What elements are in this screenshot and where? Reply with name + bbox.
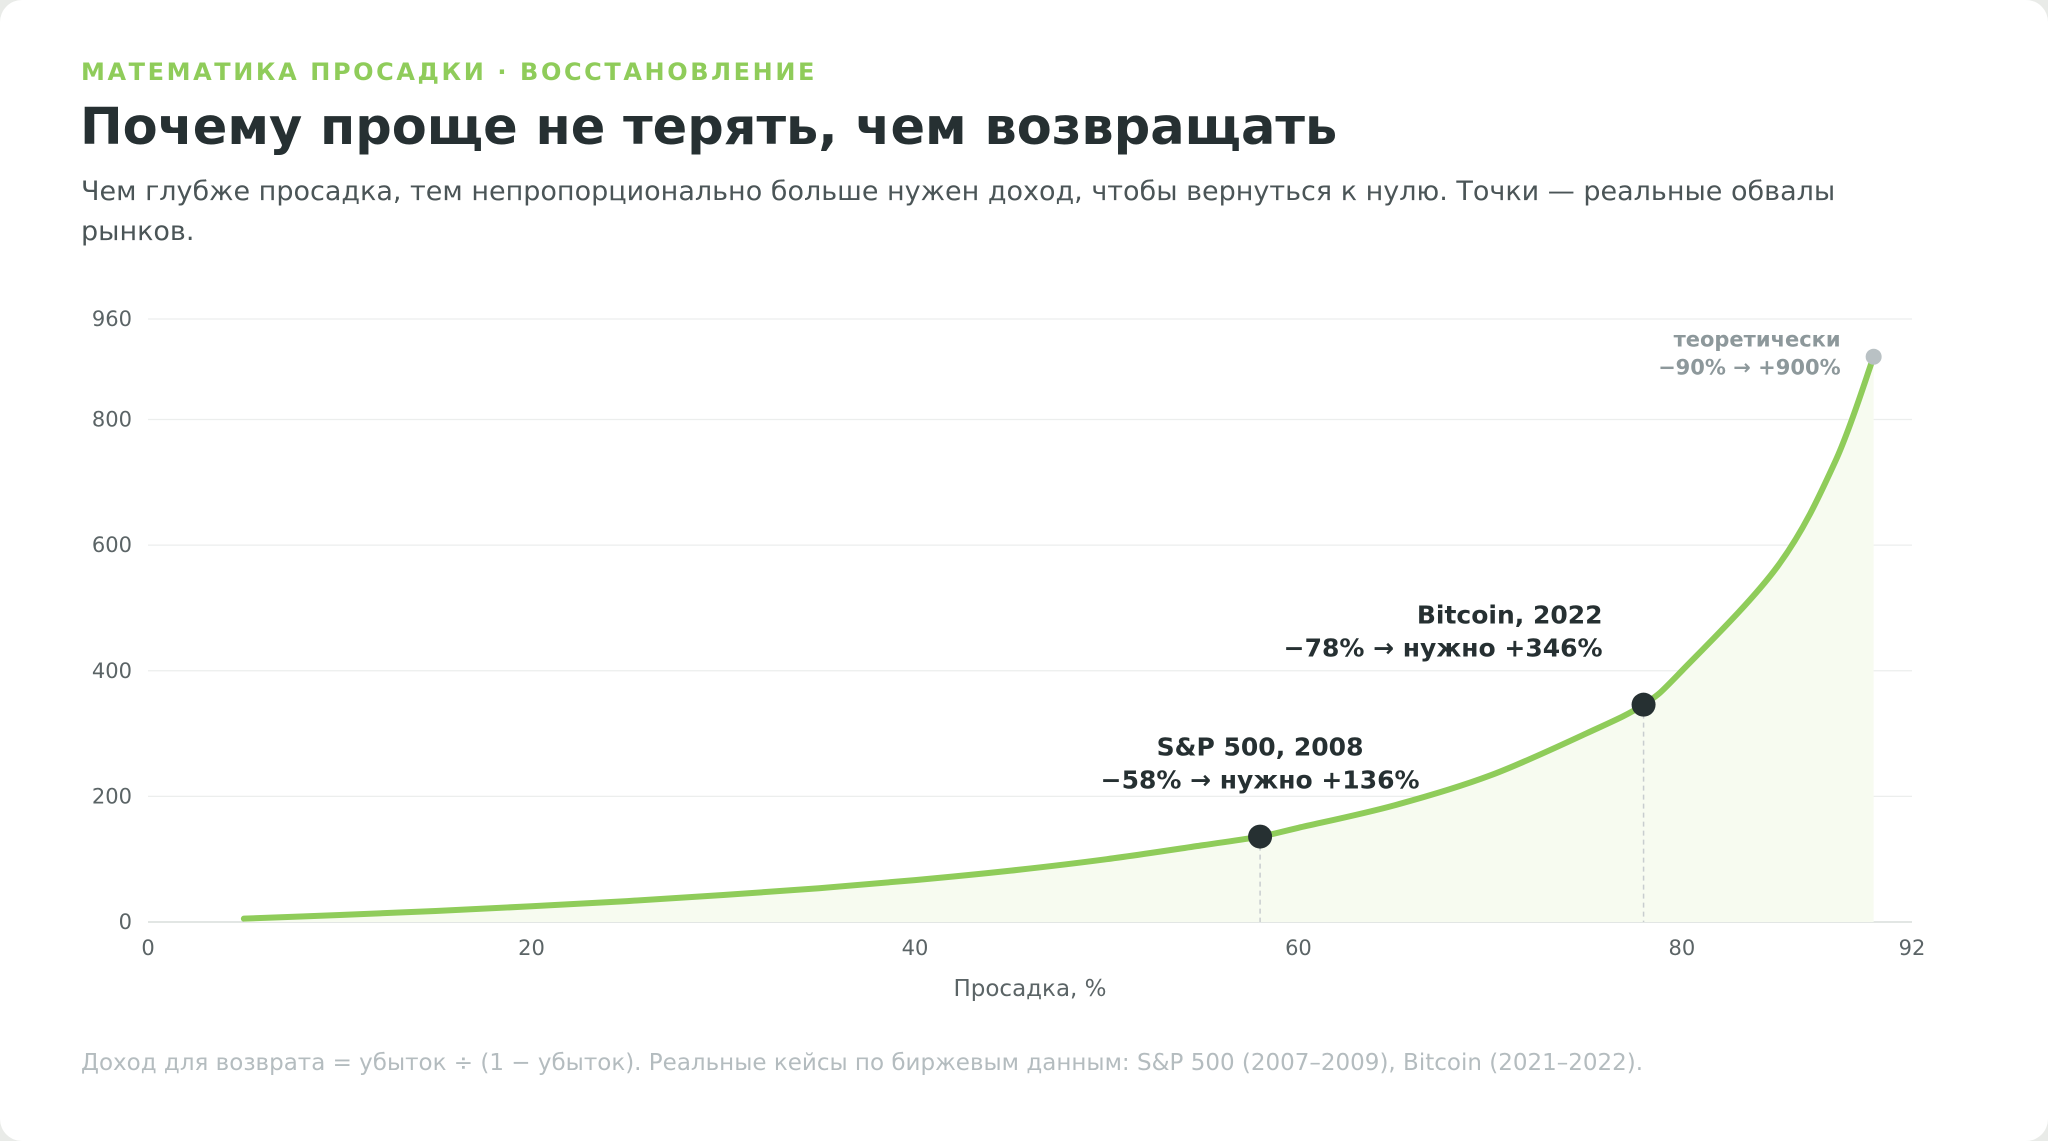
crash-point <box>1631 692 1656 717</box>
x-tick-label: 20 <box>518 936 545 960</box>
y-tick-label: 200 <box>92 784 132 808</box>
page-title: Почему проще не терять, чем возвращать <box>80 98 1338 157</box>
x-axis-title: Просадка, % <box>953 976 1106 1002</box>
point-label-value: −90% → +900% <box>1658 356 1841 380</box>
recovery-area-fill <box>243 356 1874 922</box>
recovery-chart: S&P 500, 2008 −58% → нужно +136% Bitcoin, … <box>92 307 1926 1002</box>
footnote: Доход для возврата = убыток ÷ (1 − убыто… <box>81 1050 1644 1076</box>
point-label-title: S&P 500, 2008 <box>1157 733 1364 762</box>
point-label-title: теоретически <box>1674 328 1841 352</box>
x-tick-label: 92 <box>1899 936 1926 960</box>
eyebrow-label: МАТЕМАТИКА ПРОСАДКИ · ВОССТАНОВЛЕНИЕ <box>81 58 817 86</box>
y-tick-label: 400 <box>92 659 132 683</box>
theoretical-point <box>1865 348 1882 365</box>
y-tick-label: 600 <box>92 533 132 557</box>
x-tick-label: 0 <box>141 936 154 960</box>
point-label-value: −58% → нужно +136% <box>1101 766 1420 795</box>
y-tick-label: 960 <box>92 307 132 331</box>
recovery-curve <box>240 353 1877 922</box>
x-tick-label: 60 <box>1285 936 1312 960</box>
subtitle: Чем глубже просадка, тем непропорциональ… <box>81 176 1836 247</box>
y-tick-label: 0 <box>119 910 132 934</box>
crash-point <box>1248 824 1273 849</box>
point-label-value: −78% → нужно +346% <box>1284 634 1603 663</box>
x-tick-label: 40 <box>902 936 929 960</box>
y-tick-label: 800 <box>92 408 132 432</box>
point-label-title: Bitcoin, 2022 <box>1417 601 1603 630</box>
x-tick-label: 80 <box>1669 936 1696 960</box>
